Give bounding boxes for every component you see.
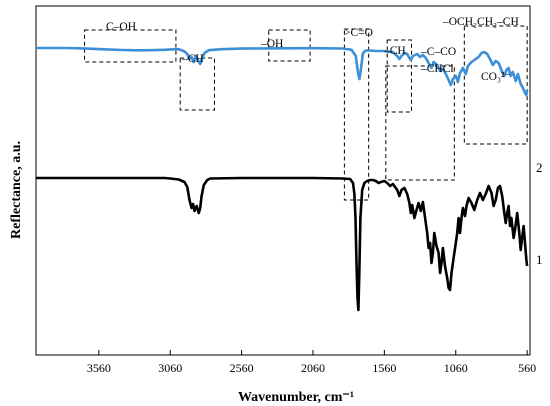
- x-tick-label: 2560: [230, 361, 254, 375]
- annotation-c-co: –C–CO: [420, 46, 456, 58]
- series-label-1: 1: [536, 252, 543, 267]
- annotation-och2ch2-ch: –OCH₂CH₂–CH: [442, 16, 519, 28]
- series-line-1: [36, 176, 529, 312]
- x-axis-title: Wavenumber, cm⁻¹: [238, 390, 354, 405]
- series-line-2: [36, 46, 529, 97]
- annotation-box: [386, 39, 412, 113]
- x-tick-label: 1060: [444, 361, 468, 375]
- annotation-ch-2: –CH: [383, 45, 406, 57]
- y-axis-title: Reflectance, a.u.: [9, 141, 24, 239]
- annotation-oh: –OH: [260, 38, 283, 50]
- x-tick-label: 1560: [372, 361, 396, 375]
- annotation-boxes: [84, 25, 528, 201]
- annotation-c-oh: C–OH: [106, 21, 136, 33]
- x-tick-label: 2060: [301, 361, 325, 375]
- annotation-co3: CO₃²⁻: [481, 71, 511, 83]
- series-label-2: 2: [536, 160, 543, 175]
- x-tick-label: 3560: [87, 361, 111, 375]
- annotation-c-o: >C=O: [344, 27, 373, 39]
- annotation-labels: C–OH –CH –OH >C=O –CH –C–CO –CHCl –OCH₂C…: [106, 16, 519, 83]
- x-tick-label: 3060: [158, 361, 182, 375]
- annotation-box: [343, 28, 370, 201]
- plot-area-frame: [35, 5, 531, 356]
- annotation-chcl: –CHCl: [420, 63, 454, 75]
- annotation-box: [385, 65, 455, 181]
- annotation-box: [463, 25, 528, 145]
- annotation-box: [179, 57, 215, 111]
- annotation-ch-1: –CH: [181, 53, 204, 65]
- annotation-box: [268, 29, 311, 62]
- annotation-box: [84, 29, 177, 63]
- x-axis-ticks: 3560 3060 2560 2060 1560 1060 560: [87, 350, 536, 375]
- x-tick-label: 560: [518, 361, 536, 375]
- spectra: [36, 46, 529, 312]
